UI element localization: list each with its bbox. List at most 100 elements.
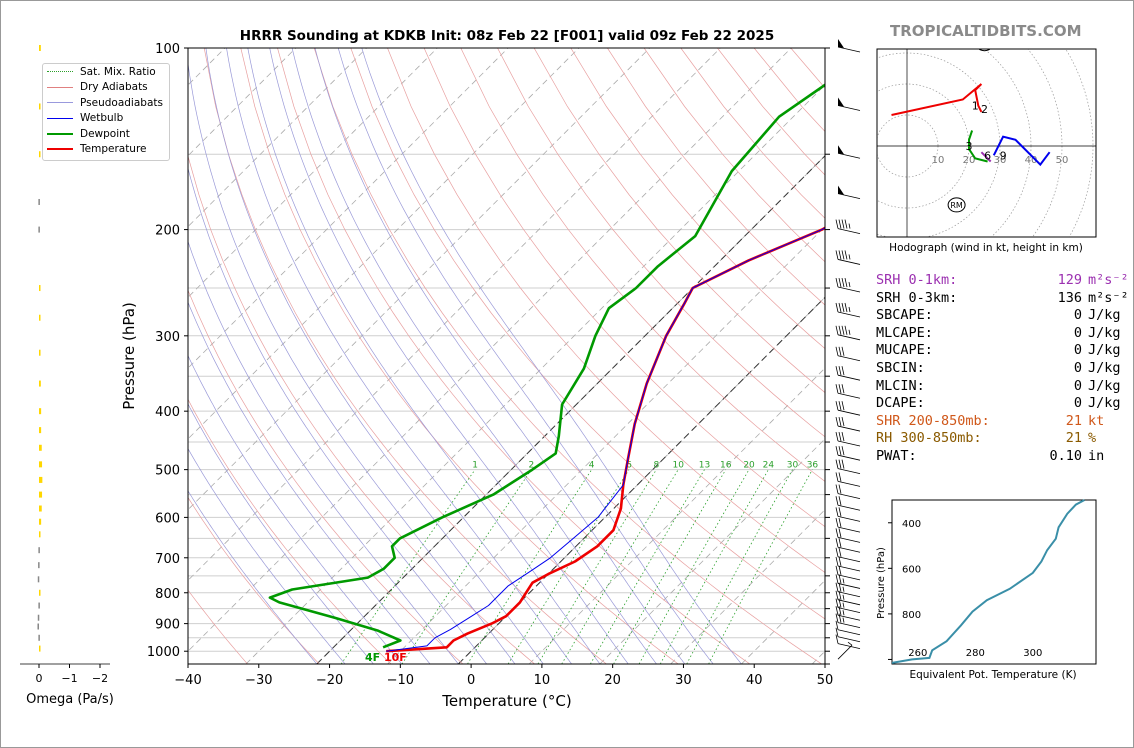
barb-staff — [837, 643, 861, 649]
wind-barb — [835, 590, 861, 606]
omega-bar — [38, 634, 40, 641]
index-unit: J/kg — [1088, 377, 1121, 394]
isotherm-line — [188, 48, 438, 298]
barb-staff — [837, 493, 861, 499]
x-tick-label: −40 — [174, 673, 201, 688]
theta-xlabel: Equivalent Pot. Temperature (K) — [909, 669, 1076, 681]
barb-feather — [838, 277, 842, 288]
barb-feather — [838, 384, 842, 394]
omega-tick-label: −1 — [61, 672, 77, 685]
wind-barb — [835, 496, 861, 511]
barb-feather — [841, 325, 845, 335]
barb-feather — [838, 401, 842, 411]
y-tick-label: 100 — [155, 42, 180, 57]
barb-staff — [837, 440, 861, 447]
y-tick-label: 300 — [155, 330, 180, 345]
barb-feather — [835, 325, 839, 335]
barb-staff — [837, 644, 853, 660]
hodograph-title: Hodograph (wind in kt, height in km) — [889, 242, 1083, 254]
barb-staff — [837, 516, 861, 522]
wind-barb — [835, 446, 861, 461]
index-unit: in — [1088, 447, 1105, 464]
index-lab: SBCIN: — [876, 359, 925, 376]
barb-staff — [837, 629, 861, 636]
barb-feather — [838, 219, 842, 229]
skewt-background-lines — [188, 48, 825, 664]
barb-feather — [835, 250, 839, 260]
sounding-indices: SRH 0-1km: 129 m²s⁻² SRH 0-3km: 136 m²s⁻² SBCA… — [876, 272, 1129, 466]
omega-bar — [39, 151, 41, 158]
x-tick-label: −10 — [387, 673, 414, 688]
dry-adiabat — [277, 48, 751, 664]
pseudoadiabat — [188, 166, 487, 664]
dry-adiabat — [350, 48, 825, 620]
dewpoint-line — [268, 83, 825, 649]
wind-barb — [835, 507, 861, 522]
mixing-ratio-line — [507, 469, 630, 664]
barb-staff — [837, 392, 861, 399]
barb-feather — [835, 484, 839, 494]
barb-feather — [844, 302, 848, 313]
mixing-ratio-label: 6 — [626, 461, 632, 471]
index-val: 0 — [1073, 395, 1082, 412]
y-tick-label: 600 — [155, 511, 180, 526]
isotherm-line — [387, 226, 825, 664]
barb-feather — [835, 384, 839, 394]
barb-staff — [837, 152, 861, 159]
index-unit: J/kg — [1088, 359, 1121, 376]
barb-feather — [835, 277, 839, 288]
barb-feather — [842, 602, 845, 608]
mixing-ratio-line — [401, 469, 532, 664]
index-lab: MUCAPE: — [876, 342, 933, 359]
barb-feather — [838, 431, 842, 442]
barb-feather — [844, 250, 848, 260]
legend-item: Sat. Mix. Ratio — [47, 64, 169, 80]
mixing-ratio-line — [686, 469, 793, 664]
surface-temp-label: 10F — [384, 651, 407, 664]
barb-staff — [837, 374, 861, 381]
hodo-ring-label: 30 — [994, 155, 1007, 166]
barb-feather — [835, 219, 839, 229]
barb-feather — [835, 574, 839, 584]
skewt-xlabel: Temperature (°C) — [441, 692, 571, 710]
theta-y-tick-label: 800 — [902, 610, 921, 621]
barb-feather — [838, 582, 842, 592]
index-unit: J/kg — [1088, 342, 1121, 359]
skewt-profiles — [268, 83, 825, 653]
mixing-ratio-labels: 1 2 4 6 8 10 13 16 20 24 30 36 — [472, 461, 818, 471]
barb-feather — [838, 496, 842, 506]
y-tick-label: 700 — [155, 552, 180, 567]
theta-x-tick-label: 280 — [966, 648, 985, 659]
hodo-height-label: 1 — [972, 100, 979, 113]
x-tick-label: 0 — [467, 673, 475, 688]
storm-motion-marker — [947, 197, 966, 213]
index-val: 0.10 — [1049, 447, 1082, 464]
omega-bar — [38, 547, 40, 554]
pseudoadiabat — [188, 448, 346, 664]
mixing-ratio-label: 2 — [528, 461, 534, 471]
index-row: MLCAPE: 0 J/kg — [876, 325, 1129, 343]
barb-staff — [837, 228, 861, 234]
mixing-ratio-line — [340, 469, 476, 664]
barb-feather — [835, 518, 839, 528]
omega-bar — [38, 562, 40, 569]
dry-adiabat — [240, 48, 679, 664]
index-row: PWAT: 0.10 in — [876, 448, 1129, 466]
barb-feather — [835, 634, 839, 644]
wind-barb — [835, 366, 861, 381]
wind-barb — [835, 627, 861, 643]
mixing-ratio-label: 24 — [763, 461, 775, 471]
index-row: SRH 0-1km: 129 m²s⁻² — [876, 272, 1129, 290]
barb-feather — [838, 528, 842, 538]
wind-barb — [835, 302, 861, 318]
omega-bar — [39, 491, 43, 498]
y-tick-label: 200 — [155, 224, 180, 239]
index-unit: m²s⁻² — [1088, 289, 1129, 306]
barb-staff — [837, 355, 861, 362]
index-lab: MLCAPE: — [876, 324, 933, 341]
index-val: 129 — [1057, 272, 1082, 288]
x-tick-label: −30 — [245, 673, 272, 688]
theta-e-panel: 260 280 300 400 600 800 — [888, 499, 1097, 665]
x-tick-label: 40 — [746, 673, 763, 688]
